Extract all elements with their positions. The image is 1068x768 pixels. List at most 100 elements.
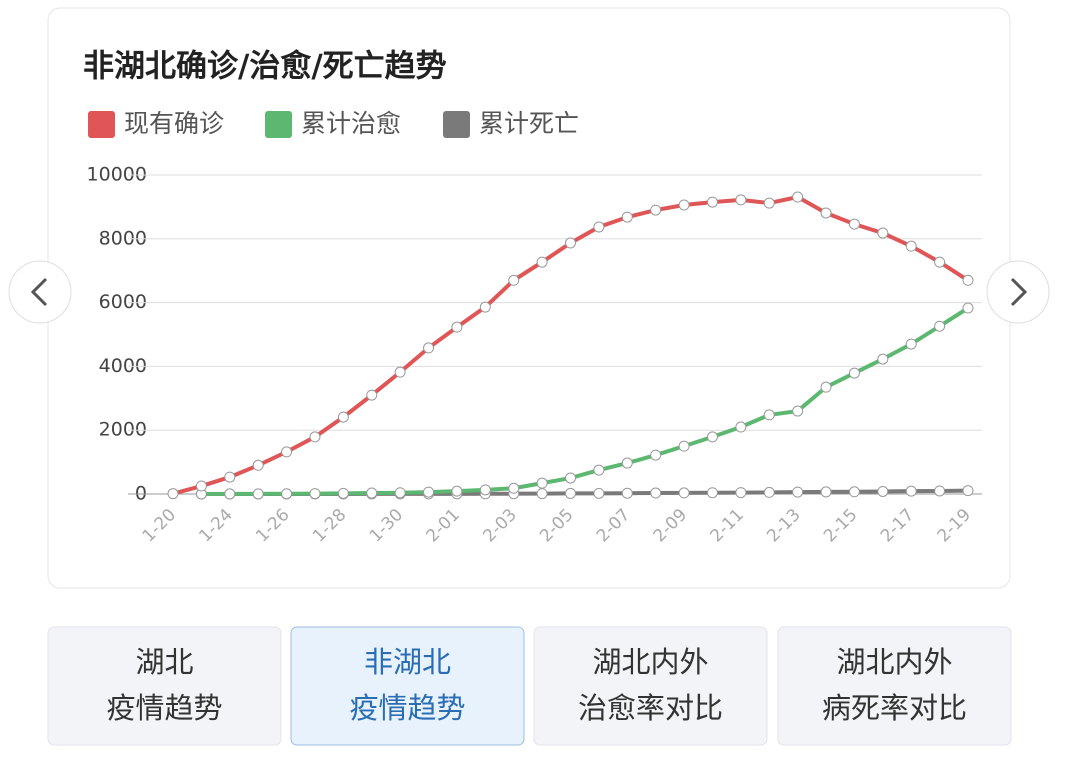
data-point — [394, 487, 406, 499]
data-point — [934, 485, 946, 497]
data-point — [565, 472, 576, 484]
data-point — [763, 486, 775, 498]
prev-arrow[interactable] — [30, 277, 48, 307]
data-point — [678, 199, 690, 211]
data-point — [224, 471, 236, 483]
y-tick-label: 4000 — [99, 355, 147, 377]
data-point — [593, 464, 605, 476]
legend-label: 累计死亡 — [479, 109, 579, 138]
data-point — [650, 487, 662, 499]
data-point — [366, 487, 378, 499]
data-point — [820, 207, 832, 219]
data-point — [309, 488, 321, 500]
data-point — [565, 487, 576, 499]
tab-button[interactable] — [47, 626, 282, 746]
data-point — [650, 204, 662, 216]
next-arrow[interactable] — [1010, 277, 1028, 307]
data-point — [905, 485, 917, 497]
tab-button-label[interactable]: 病死率对比 — [822, 691, 967, 725]
data-point — [337, 487, 349, 499]
data-point — [423, 486, 435, 498]
data-point — [451, 485, 463, 497]
data-point — [508, 482, 520, 494]
data-point — [905, 338, 917, 350]
tab-button[interactable] — [777, 626, 1012, 746]
tab-button-label[interactable]: 湖北内外 — [592, 645, 708, 679]
data-point — [877, 353, 889, 365]
tab-button-label[interactable]: 湖北 — [135, 645, 193, 679]
data-point — [848, 218, 860, 230]
data-point — [394, 366, 406, 378]
tab-button-label[interactable]: 湖北内外 — [836, 645, 952, 679]
tab-button-label[interactable]: 疫情趋势 — [106, 691, 222, 725]
data-point — [252, 488, 264, 500]
y-tick-label: 10000 — [87, 164, 147, 186]
data-point — [735, 194, 747, 206]
data-point — [792, 405, 804, 417]
tab-button[interactable] — [290, 626, 525, 746]
data-point — [792, 486, 804, 498]
data-point — [934, 256, 946, 268]
data-point — [763, 197, 775, 209]
data-point — [167, 488, 179, 500]
legend-swatch — [88, 111, 115, 138]
data-point — [621, 457, 633, 469]
y-tick-label: 8000 — [99, 227, 147, 249]
data-point — [224, 488, 236, 500]
tab-button-label[interactable]: 疫情趋势 — [349, 691, 465, 725]
data-point — [252, 459, 264, 471]
data-point — [508, 274, 520, 286]
legend-label: 现有确诊 — [124, 109, 224, 138]
data-point — [281, 446, 293, 458]
data-point — [479, 484, 491, 496]
legend-swatch — [443, 111, 470, 138]
data-point — [877, 227, 889, 239]
prev-button[interactable] — [8, 260, 72, 324]
data-point — [195, 480, 207, 492]
data-point — [763, 409, 775, 421]
data-point — [706, 196, 718, 208]
data-point — [536, 256, 548, 268]
data-point — [479, 301, 491, 313]
data-point — [650, 449, 662, 461]
data-point — [621, 211, 633, 223]
data-point — [706, 487, 718, 499]
data-point — [678, 487, 690, 499]
chart-title: 非湖北确诊/治愈/死亡趋势 — [83, 49, 447, 85]
data-point — [877, 485, 889, 497]
data-point — [281, 488, 293, 500]
tab-button[interactable] — [533, 626, 768, 746]
data-point — [337, 411, 349, 423]
data-point — [962, 302, 974, 314]
data-point — [621, 487, 633, 499]
tab-button-label[interactable]: 非湖北 — [364, 645, 451, 679]
chart-card — [47, 7, 1011, 589]
data-point — [820, 381, 832, 393]
data-point — [678, 440, 690, 452]
y-tick-label: 6000 — [99, 291, 147, 313]
data-point — [309, 431, 321, 443]
tab-button-label[interactable]: 治愈率对比 — [578, 691, 723, 725]
data-point — [536, 477, 548, 489]
data-point — [848, 367, 860, 379]
data-point — [593, 487, 605, 499]
data-point — [905, 240, 917, 252]
next-circle[interactable] — [986, 260, 1050, 324]
series-line — [201, 306, 970, 496]
data-point — [792, 191, 804, 203]
data-point — [820, 486, 832, 498]
data-point — [565, 237, 576, 249]
data-point — [536, 488, 548, 500]
data-point — [423, 342, 435, 354]
data-point — [962, 485, 974, 497]
data-point — [848, 486, 860, 498]
y-tick-label: 2000 — [99, 419, 147, 441]
legend-swatch — [265, 111, 292, 138]
data-point — [934, 320, 946, 332]
data-point — [735, 487, 747, 499]
legend-label: 累计治愈 — [301, 109, 401, 138]
next-button[interactable] — [986, 260, 1050, 324]
data-point — [735, 421, 747, 433]
prev-circle[interactable] — [8, 260, 72, 324]
